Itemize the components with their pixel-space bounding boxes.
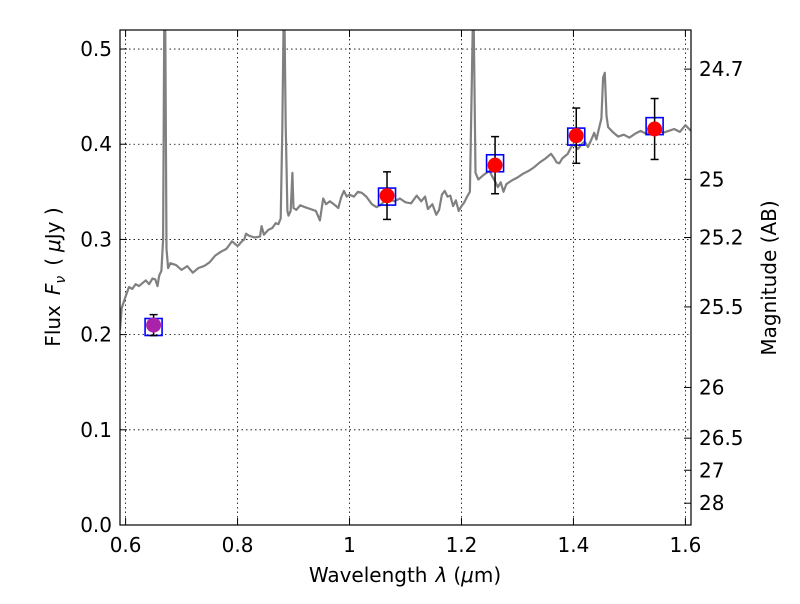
plot-frame xyxy=(119,29,692,526)
y2-tick-label: 28 xyxy=(699,491,724,515)
photometry-points xyxy=(144,97,664,337)
x-tick-label: 1.4 xyxy=(558,533,590,557)
x-tick-label: 1 xyxy=(343,533,356,557)
observed-data-point xyxy=(647,121,663,137)
axis-ticks: 0.6 0.8 1 1.2 1.4 1.6 0.0 0.1 0.2 0.3 0.4 0.5 24.7 25… xyxy=(80,30,744,557)
y-tick-label: 0.1 xyxy=(80,418,112,442)
observed-data-point xyxy=(379,188,395,204)
y-tick-label: 0.0 xyxy=(80,513,112,537)
y2-tick-label: 24.7 xyxy=(699,57,744,81)
y-tick-label: 0.2 xyxy=(80,323,112,347)
y2-tick-label: 25.2 xyxy=(699,226,744,250)
y2-tick-label: 26 xyxy=(699,375,724,399)
x-tick-label: 0.8 xyxy=(222,533,254,557)
observed-data-point xyxy=(568,128,584,144)
observed-data-point xyxy=(146,317,162,333)
x-tick-label: 0.6 xyxy=(110,533,142,557)
y-tick-label: 0.4 xyxy=(80,132,112,156)
y2-tick-label: 26.5 xyxy=(699,426,744,450)
model-spectrum-line xyxy=(120,30,691,330)
y2-tick-label: 27 xyxy=(699,458,724,482)
x-axis-label: Wavelength λ (μm) xyxy=(309,563,501,587)
x-tick-label: 1.2 xyxy=(446,533,478,557)
y-tick-label: 0.3 xyxy=(80,227,112,251)
observed-data-point xyxy=(487,157,503,173)
x-tick-label: 1.6 xyxy=(669,533,701,557)
y2-axis-label: Magnitude (AB) xyxy=(757,200,781,355)
y-tick-label: 0.5 xyxy=(80,37,112,61)
y-axis-label: FluxFν(μJy ) xyxy=(41,207,69,346)
y2-tick-label: 25 xyxy=(699,167,724,191)
y2-tick-label: 25.5 xyxy=(699,295,744,319)
